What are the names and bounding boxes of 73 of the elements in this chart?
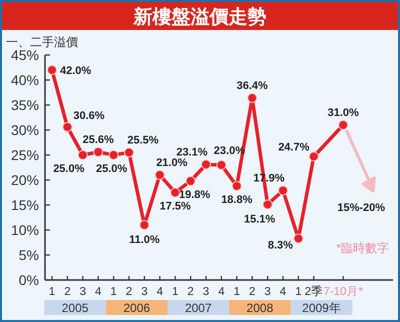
- data-label: 18.8%: [221, 194, 253, 206]
- x-tick-label: 3: [141, 286, 148, 298]
- point: [201, 160, 211, 170]
- x-tick-label: 1: [172, 286, 178, 298]
- text: 2009年: [302, 301, 341, 315]
- data-label: 17.5%: [160, 200, 192, 212]
- y-tick-label: 0%: [18, 272, 39, 288]
- y-tick-label: 5%: [18, 247, 39, 263]
- x-tick-label: 7-10月*: [323, 285, 364, 298]
- y-tick-label: 20%: [10, 172, 39, 188]
- data-label: 15.1%: [244, 214, 276, 226]
- y-tick-label: 15%: [10, 197, 39, 213]
- data-label: 31.0%: [328, 107, 360, 119]
- x-tick-label: 4: [280, 286, 287, 298]
- data-label: 19.8%: [179, 189, 210, 201]
- x-tick-label: 2: [126, 286, 132, 298]
- x-tick-label: 4: [218, 286, 226, 298]
- data-label: 30.6%: [73, 110, 105, 122]
- y-tick-label: 10%: [10, 222, 39, 238]
- x-tick-label: 4: [94, 286, 102, 298]
- annotation: 15%-20%: [337, 202, 386, 214]
- point: [186, 176, 196, 186]
- x-tick-label: 2: [64, 286, 71, 298]
- data-label: 42.0%: [60, 65, 92, 77]
- text: 2006: [123, 301, 150, 315]
- point: [154, 170, 165, 180]
- x-tick-label: 2: [248, 286, 256, 298]
- point: [78, 150, 88, 160]
- y-tick-label: 25%: [10, 147, 39, 163]
- y-tick-label: 35%: [10, 97, 39, 113]
- data-label: 25.0%: [96, 163, 128, 175]
- data-label: 24.7%: [278, 142, 310, 154]
- text: 2008: [246, 301, 274, 315]
- point: [293, 234, 304, 244]
- chart-title: 新樓盤溢價走勢: [132, 6, 266, 28]
- point: [216, 160, 226, 170]
- data-label: 25.5%: [127, 134, 159, 146]
- y-axis-title: 一、二手溢價: [6, 35, 78, 49]
- data-label: 21.0%: [156, 157, 188, 169]
- x-tick-label: 1: [234, 286, 240, 298]
- x-tick-label: 1: [110, 286, 117, 298]
- text: 2007: [184, 301, 212, 315]
- data-label: 11.0%: [129, 234, 160, 246]
- y-tick-label: 40%: [10, 72, 39, 88]
- x-tick-label: 3: [202, 286, 210, 298]
- text: 2005: [62, 301, 89, 315]
- data-label: 36.4%: [236, 80, 268, 92]
- x-tick-label: 3: [264, 286, 271, 298]
- point: [232, 181, 242, 191]
- x-tick-label: 1: [295, 286, 302, 298]
- data-label: 23.1%: [176, 146, 208, 158]
- annotation: *臨時數字: [336, 241, 389, 255]
- data-label: 25.0%: [53, 163, 85, 175]
- point: [278, 186, 288, 196]
- y-tick-label: 30%: [10, 122, 39, 138]
- point: [139, 220, 150, 230]
- data-label: 8.3%: [268, 240, 294, 252]
- point: [93, 147, 104, 157]
- x-tick-label: 3: [80, 286, 86, 298]
- point: [308, 152, 319, 162]
- x-tick-label: 2: [187, 286, 194, 298]
- x-tick-label: 4: [156, 286, 164, 298]
- data-label: 25.6%: [82, 134, 114, 146]
- point: [47, 65, 57, 75]
- point: [247, 93, 258, 103]
- point: [262, 200, 273, 210]
- point: [62, 122, 72, 132]
- x-tick-label: 2季: [304, 285, 324, 298]
- y-tick-label: 45%: [10, 47, 39, 63]
- point: [170, 188, 180, 198]
- x-tick-label: 1: [48, 286, 56, 298]
- point: [124, 148, 134, 158]
- point: [108, 150, 119, 160]
